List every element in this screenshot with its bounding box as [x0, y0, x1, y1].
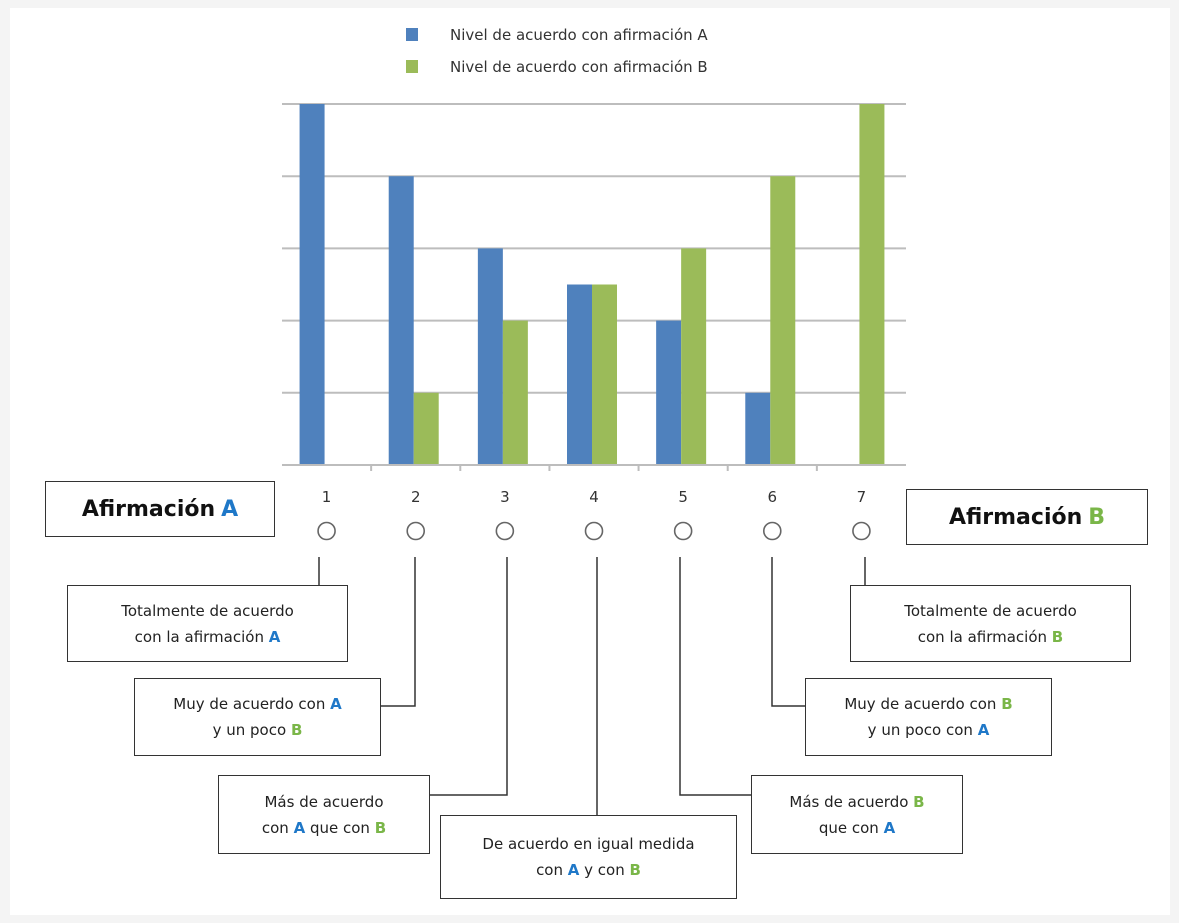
radio-option-3[interactable]	[495, 521, 515, 541]
description-line: con la afirmación B	[918, 624, 1063, 650]
bar-b-3	[502, 320, 528, 465]
bar-a-5	[656, 320, 682, 465]
description-line: Muy de acuerdo con A	[173, 691, 341, 717]
x-tick-label: 2	[411, 488, 421, 506]
scale-options	[317, 521, 871, 541]
description-line: Muy de acuerdo con B	[844, 691, 1012, 717]
description-text: Muy de acuerdo con	[844, 695, 1002, 713]
description-text: Más de acuerdo	[789, 792, 914, 811]
letter-a: A	[268, 627, 281, 646]
header-a-letter: A	[221, 496, 239, 522]
description-line: Más de acuerdo B	[789, 789, 924, 815]
description-line: Totalmente de acuerdo	[904, 598, 1077, 624]
x-tick-label: 6	[768, 488, 778, 506]
letter-a: A	[293, 818, 306, 837]
legend-swatch	[406, 60, 418, 73]
bar-a-6	[745, 392, 771, 465]
description-line: De acuerdo en igual medida	[482, 831, 694, 857]
header-afirmacion-a: Afirmación A	[45, 481, 275, 537]
connector-6	[771, 557, 805, 707]
x-tick-label: 4	[589, 488, 599, 506]
description-1: Totalmente de acuerdo con la afirmación A	[67, 585, 348, 662]
description-line: con A y con B	[536, 857, 641, 883]
letter-b: B	[913, 792, 925, 811]
bar-b-5	[681, 248, 707, 465]
radio-option-6[interactable]	[762, 521, 782, 541]
radio-option-5[interactable]	[673, 521, 693, 541]
bar-b-2	[413, 392, 439, 465]
bar-a-2	[388, 176, 414, 465]
radio-option-2[interactable]	[406, 521, 426, 541]
header-afirmacion-b: Afirmación B	[906, 489, 1148, 545]
description-4: De acuerdo en igual medida con A y con B	[440, 815, 737, 899]
header-b-letter: B	[1088, 504, 1106, 530]
description-text: y un poco	[212, 721, 291, 739]
connector-5	[679, 557, 751, 796]
description-text: que con	[305, 818, 375, 837]
description-line: con A que con B	[262, 815, 386, 841]
description-line: y un poco B	[213, 717, 303, 743]
description-text: que con	[818, 818, 884, 837]
letter-a: A	[883, 818, 896, 837]
description-text: y un poco con	[867, 721, 978, 739]
bar-a-4	[567, 284, 592, 465]
connector-lines	[318, 557, 866, 815]
connector-2	[381, 557, 416, 707]
legend: Nivel de acuerdo con afirmación A Nivel d…	[406, 26, 708, 76]
connector-3	[430, 557, 508, 796]
bar-b-6	[770, 176, 796, 465]
legend-label: Nivel de acuerdo con afirmación A	[450, 26, 708, 44]
description-text: Totalmente de acuerdo	[904, 601, 1077, 620]
bar-a-1	[299, 104, 325, 465]
description-text: con la afirmación	[917, 627, 1052, 646]
description-text: con	[261, 818, 294, 837]
x-tick-label: 3	[500, 488, 510, 506]
bar-a-3	[477, 248, 503, 465]
legend-swatch	[406, 28, 418, 41]
description-line: Totalmente de acuerdo	[121, 598, 294, 624]
header-a-label: Afirmación	[81, 496, 216, 522]
description-text: Totalmente de acuerdo	[121, 601, 294, 620]
description-text: Muy de acuerdo con	[173, 695, 331, 713]
letter-a: A	[567, 861, 580, 879]
radio-option-1[interactable]	[317, 521, 336, 541]
letter-b: B	[374, 818, 387, 837]
description-text: y con	[579, 861, 630, 879]
letter-a: A	[330, 695, 342, 713]
legend-label: Nivel de acuerdo con afirmación B	[450, 58, 708, 76]
description-line: con la afirmación A	[135, 624, 281, 650]
bar-b-4	[592, 284, 617, 465]
x-tick-label: 5	[678, 488, 688, 506]
radio-option-4[interactable]	[584, 521, 604, 541]
description-7: Totalmente de acuerdo con la afirmación B	[850, 585, 1131, 662]
bars	[299, 104, 885, 465]
letter-b: B	[1051, 627, 1064, 646]
description-line: y un poco con A	[868, 717, 990, 743]
letter-a: A	[977, 721, 990, 739]
radio-option-7[interactable]	[852, 521, 871, 541]
header-b-label: Afirmación	[948, 504, 1083, 530]
description-text: con	[536, 861, 568, 879]
description-text: con la afirmación	[134, 627, 269, 646]
letter-b: B	[1001, 695, 1013, 713]
letter-b: B	[290, 721, 303, 739]
description-text: De acuerdo en igual medida	[482, 835, 695, 853]
letter-b: B	[629, 861, 641, 879]
x-tick-label: 1	[322, 488, 332, 506]
x-tick-label: 7	[857, 488, 867, 506]
description-text: Más de acuerdo	[264, 792, 384, 811]
description-line: Más de acuerdo	[264, 789, 383, 815]
x-axis: 1 2 3 4 5 6 7	[282, 464, 906, 506]
description-3: Más de acuerdo con A que con B	[218, 775, 430, 854]
bar-b-7	[859, 104, 885, 465]
description-line: que con A	[819, 815, 895, 841]
